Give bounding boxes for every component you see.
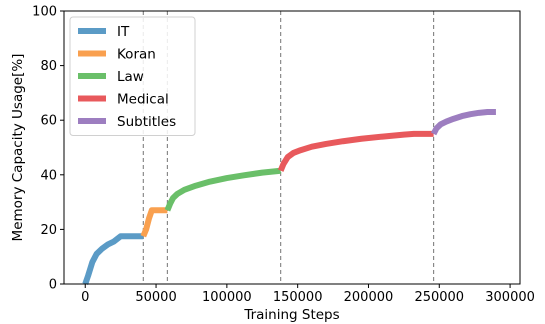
y-axis: 0 20 40 60 80 100 bbox=[32, 5, 64, 293]
series-line-medical bbox=[277, 130, 434, 172]
series-line-koran bbox=[140, 207, 168, 238]
y-tick-label: 40 bbox=[40, 168, 57, 183]
y-axis-label: Memory Capacity Usage[%] bbox=[10, 54, 26, 242]
x-tick-label: 100000 bbox=[202, 290, 252, 305]
x-tick-label: 200000 bbox=[344, 290, 394, 305]
series-line-law bbox=[164, 167, 281, 212]
x-tick-label: 300000 bbox=[485, 290, 535, 305]
legend-label-law: Law bbox=[117, 69, 144, 85]
y-tick-label: 80 bbox=[40, 59, 57, 74]
legend-label-subtitles: Subtitles bbox=[117, 114, 176, 130]
x-tick-label: 150000 bbox=[273, 290, 323, 305]
series-lines bbox=[82, 109, 496, 285]
legend-label-medical: Medical bbox=[117, 92, 169, 108]
series-line-subtitles bbox=[430, 109, 496, 136]
legend-label-it: IT bbox=[117, 24, 130, 40]
y-tick-label: 100 bbox=[32, 5, 57, 20]
legend-label-koran: Koran bbox=[117, 47, 156, 63]
x-tick-label: 0 bbox=[81, 290, 89, 305]
y-tick-label: 20 bbox=[40, 223, 57, 238]
legend: IT Koran Law Medical Subtitles bbox=[69, 16, 196, 136]
axes-frame bbox=[63, 10, 521, 285]
legend-box bbox=[69, 16, 196, 136]
x-axis-label: Training Steps bbox=[243, 307, 339, 323]
plot-area bbox=[63, 10, 521, 285]
series-line-it bbox=[82, 233, 144, 285]
x-axis: 0 50000 100000 150000 200000 250000 300000 bbox=[81, 284, 535, 305]
y-tick-label: 0 bbox=[49, 278, 57, 293]
x-tick-label: 50000 bbox=[135, 290, 176, 305]
x-tick-label: 250000 bbox=[414, 290, 464, 305]
y-tick-label: 60 bbox=[40, 114, 57, 129]
